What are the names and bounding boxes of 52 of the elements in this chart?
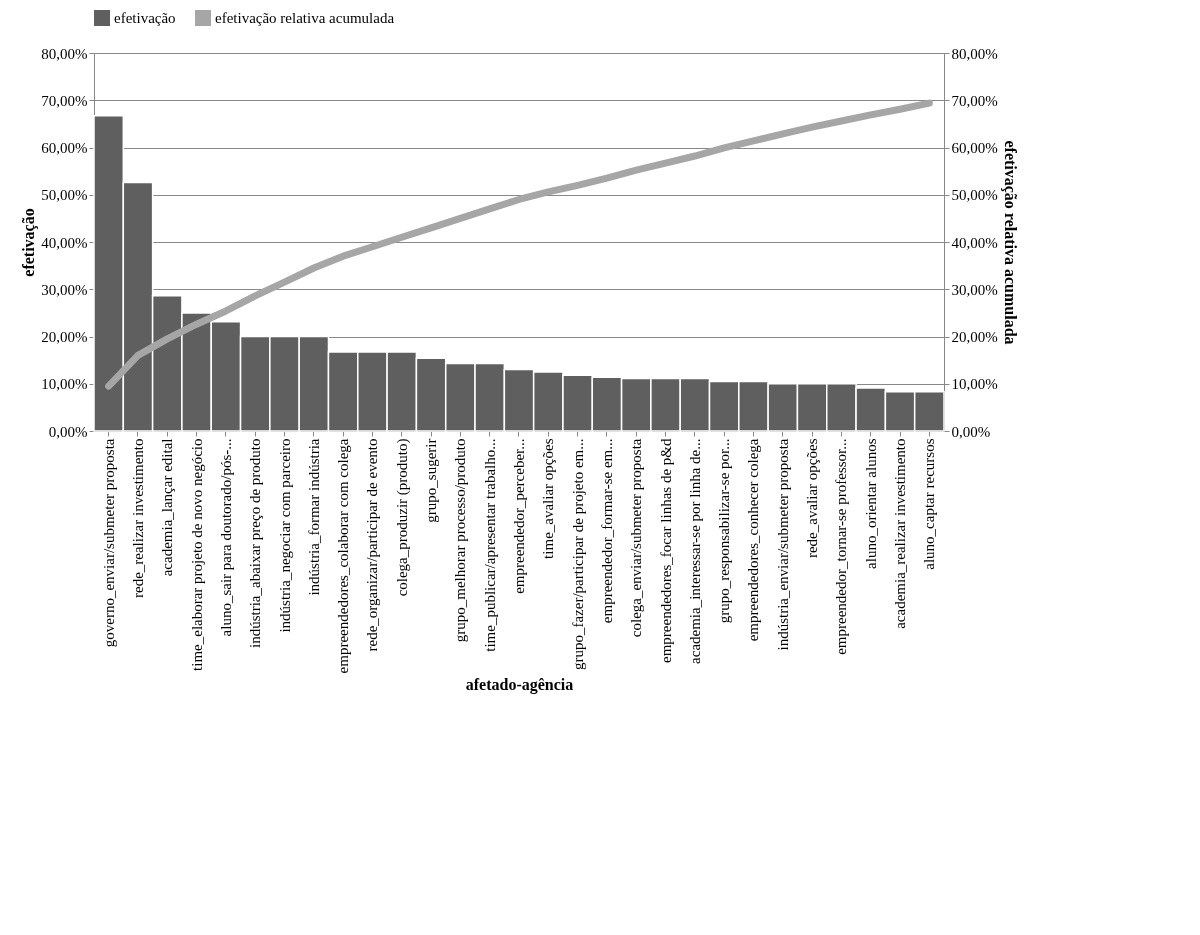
y-tick-label: 30,00%	[41, 281, 88, 298]
y-tick-label: 40,00%	[41, 234, 88, 251]
x-tick-label: rede_organizar/participar de evento	[364, 438, 381, 652]
y2-tick-label: 70,00%	[951, 92, 998, 109]
y2-tick-label: 30,00%	[951, 281, 998, 298]
x-tick-label: time_avaliar opções	[540, 438, 557, 559]
x-tick-label: governo_enviar/submeter proposta	[100, 438, 117, 648]
x-tick-label: grupo_melhorar processo/produto	[452, 438, 469, 643]
x-tick-label: colega_produzir (produto)	[393, 438, 411, 597]
x-tick-label: indústria_negociar com parceiro	[276, 438, 293, 633]
x-tick-label: indústria_abaixar preço de produto	[247, 438, 264, 649]
x-tick-label: empreendedor_perceber...	[511, 438, 527, 594]
y-tick-label: 0,00%	[48, 423, 88, 440]
x-axis-title: afetado-agência	[465, 675, 574, 694]
y-axis-title: efetivação	[20, 208, 39, 277]
x-tick-label: rede_realizar investimento	[129, 438, 146, 599]
y-tick-label: 50,00%	[41, 187, 88, 204]
y-tick-label: 80,00%	[41, 45, 88, 62]
x-tick-label: academia_realizar investimento	[892, 438, 909, 629]
y2-tick-label: 50,00%	[951, 187, 998, 204]
y2-tick-label: 0,00%	[951, 423, 991, 440]
x-tick-label: grupo_responsabilizar-se por...	[716, 438, 733, 624]
legend-label: efetivação relativa acumulada	[215, 10, 395, 26]
legend-label: efetivação	[114, 10, 176, 26]
x-tick-label: colega_enviar/submeter proposta	[628, 438, 645, 638]
x-tick-label: indústria_formar indústria	[305, 438, 322, 596]
x-tick-label: empreendedores_colaborar com colega	[335, 438, 352, 674]
y-tick-label: 60,00%	[41, 140, 88, 156]
x-tick-label: academia_lançar edital	[159, 438, 176, 577]
x-tick-label: empreendedores_conhecer colega	[745, 438, 762, 642]
y-tick-label: 20,00%	[41, 329, 88, 345]
y2-axis-title: efetivação relativa acumulada	[1000, 140, 1019, 345]
x-tick-label: grupo_fazer/participar de projeto em...	[569, 438, 586, 671]
x-tick-label: empreendedor_formar-se em...	[598, 438, 615, 624]
y2-tick-label: 10,00%	[951, 376, 998, 393]
y2-tick-label: 20,00%	[951, 329, 998, 345]
x-tick-label: indústria_enviar/submeter proposta	[774, 438, 791, 651]
x-tick-label: empreendedores_focar linhas de p&d	[657, 438, 674, 663]
y2-tick-label: 40,00%	[951, 234, 998, 251]
x-tick-label: grupo_sugerir	[423, 438, 440, 523]
y2-tick-label: 80,00%	[951, 45, 998, 62]
x-tick-label: time_elaborar projeto de novo negócio	[188, 438, 205, 671]
y2-tick-label: 60,00%	[951, 140, 998, 156]
x-tick-label: time_publicar/apresentar trabalho...	[481, 438, 498, 652]
x-tick-label: aluno_captar recursos	[921, 438, 938, 570]
x-tick-label: rede_avaliar opções	[804, 438, 821, 559]
x-tick-label: aluno_sair para doutorado/pós-...	[217, 438, 234, 637]
x-tick-label: empreendedor_tornar-se professor...	[833, 438, 850, 655]
y-tick-label: 10,00%	[41, 376, 88, 393]
x-tick-label: aluno_orientar alunos	[862, 438, 879, 569]
y-tick-label: 70,00%	[41, 92, 88, 109]
x-tick-label: academia_interessar-se por linha de...	[686, 438, 703, 664]
